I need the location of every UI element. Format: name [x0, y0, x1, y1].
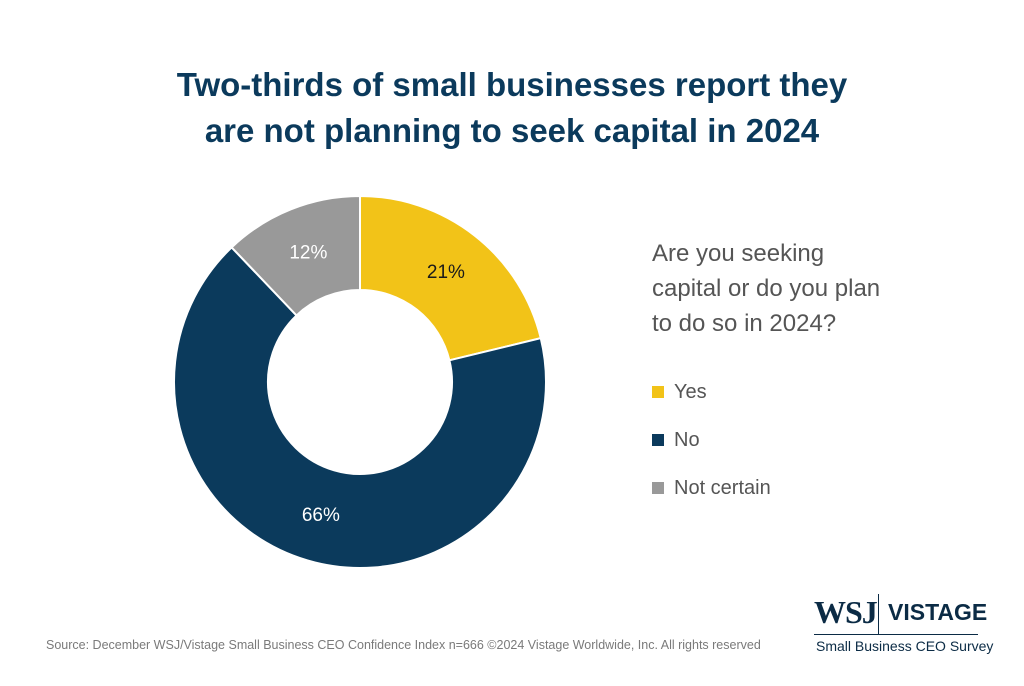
legend-label-not-certain: Not certain — [674, 476, 771, 499]
legend-item-not-certain: Not certain — [652, 464, 771, 512]
legend-label-no: No — [674, 428, 700, 451]
chart-legend: Yes No Not certain — [652, 368, 771, 512]
chart-title: Two-thirds of small businesses report th… — [0, 62, 1024, 154]
slice-yes — [359, 194, 542, 362]
chart-title-line-2: are not planning to seek capital in 2024 — [204, 112, 820, 149]
logo-rule — [814, 634, 978, 635]
legend-item-yes: Yes — [652, 368, 771, 416]
logo-divider — [878, 594, 879, 634]
slice-label-yes: 21% — [427, 262, 465, 283]
legend-swatch-yes — [652, 386, 664, 398]
legend-label-yes: Yes — [674, 380, 707, 403]
wsj-vistage-logo: WSJ VISTAGE Small Business CEO Survey — [814, 592, 993, 662]
slice-label-not-certain: 12% — [289, 242, 327, 263]
logo-tagline: Small Business CEO Survey — [816, 638, 994, 654]
legend-question-line-3: to do so in 2024? — [652, 310, 837, 337]
legend-question-line-1: Are you seeking — [652, 240, 825, 267]
slice-label-no: 66% — [302, 505, 340, 526]
chart-title-line-1: Two-thirds of small businesses report th… — [176, 66, 848, 103]
legend-question: Are you seeking capital or do you plan t… — [652, 236, 952, 341]
slice-no — [173, 245, 547, 569]
source-note: Source: December WSJ/Vistage Small Busin… — [46, 638, 761, 652]
legend-question-line-2: capital or do you plan — [652, 275, 881, 302]
legend-item-no: No — [652, 416, 771, 464]
logo-vistage: VISTAGE — [888, 599, 988, 625]
slice-not-certain — [230, 194, 361, 317]
legend-swatch-no — [652, 434, 664, 446]
legend-swatch-not-certain — [652, 482, 664, 494]
logo-wsj: WSJ — [814, 594, 878, 630]
donut-chart: 21% 66% 12% — [173, 194, 547, 569]
